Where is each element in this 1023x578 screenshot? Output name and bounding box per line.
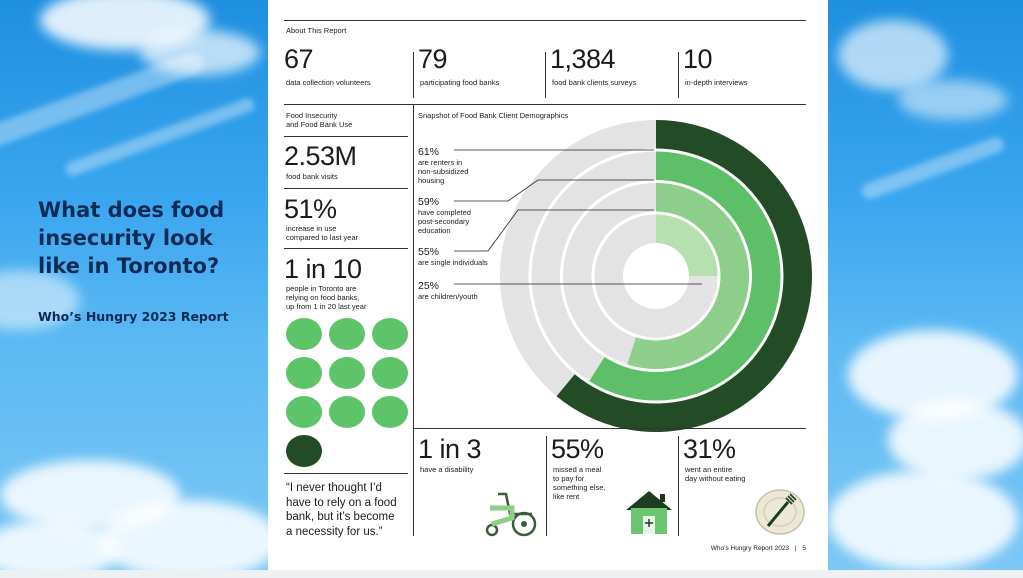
disability-label: have a disability [420,465,474,474]
children-value: 25% [418,280,440,292]
wheelchair-icon [485,492,537,537]
food-insecurity-heading-2: and Food Bank Use [286,120,353,129]
stat-interviews-label: in-depth interviews [685,78,748,87]
person-dot [329,357,365,389]
single-line-1: are single individuals [418,258,488,267]
stat-surveys-value: 1,384 [550,44,616,74]
person-dot [286,396,322,428]
person-dot [286,318,322,350]
leader-line [454,179,654,202]
page-footer: Who’s Hungry Report 2023 | 5 [711,545,806,552]
stat-foodbanks-value: 79 [418,44,448,74]
quote-line: have to rely on a food [286,496,397,509]
footer-separator: | [794,545,797,552]
report-page: About This Report 67 data collection vol… [268,0,828,570]
left-sky-background [0,0,268,570]
food-insecurity-heading-1: Food Insecurity [286,111,338,120]
visits-label: food bank visits [286,172,338,181]
ratio-label-1: people in Toronto are [286,284,357,293]
renters-line-3: housing [418,176,445,185]
slide-title: What does food insecurity look like in T… [38,198,225,278]
person-dot [286,357,322,389]
demographics-heading: Snapshot of Food Bank Client Demographic… [418,111,569,120]
stat-volunteers-value: 67 [284,44,314,74]
ratio-label-2: relying on food banks, [286,293,360,302]
no-eating-value: 31% [683,434,736,464]
leader-line [454,209,654,252]
right-sky-background [828,0,1023,570]
visits-value: 2.53M [284,141,357,171]
person-dot [329,318,365,350]
ratio-value: 1 in 10 [284,254,362,284]
person-dot [329,396,365,428]
footer-page-number: 5 [802,545,806,552]
education-line-2: post-secondary [418,217,470,226]
no-eating-line-2: day without eating [685,474,746,483]
demographics-radial-chart [454,120,812,433]
renters-line-2: non-subsidized [418,167,469,176]
missed-meal-line-4: like rent [553,492,580,501]
person-dot [372,357,408,389]
ring-segment [556,120,812,433]
plate-fork-icon [755,489,805,535]
ring-segment [656,214,718,276]
client-quote: “I never thought I’d have to rely on a f… [286,481,414,539]
no-eating-line-1: went an entire [685,465,733,474]
children-line-1: are children/youth [418,292,478,301]
person-dot [286,435,322,467]
person-dot [372,396,408,428]
education-value: 59% [418,196,440,208]
stat-volunteers-label: data collection volunteers [286,78,371,87]
ring-segment [627,183,750,370]
about-report-label: About This Report [286,26,347,35]
missed-meal-line-3: something else, [553,483,606,492]
stat-surveys-label: food bank clients surveys [552,78,637,87]
single-value: 55% [418,246,440,258]
person-dot [372,318,408,350]
house-icon [626,491,672,534]
missed-meal-line-1: missed a meal [553,465,602,474]
renters-line-1: are renters in [418,158,463,167]
education-line-3: education [418,226,451,235]
stat-foodbanks-label: participating food banks [420,78,500,87]
increase-label-2: compared to last year [286,233,359,242]
ratio-label-3: up from 1 in 20 last year [286,302,367,311]
slide-subtitle: Who’s Hungry 2023 Report [38,309,229,324]
quote-line: a necessity for us.” [286,525,383,538]
bottom-strip [0,570,1023,578]
quote-line: bank, but it’s become [286,511,395,524]
missed-meal-value: 55% [551,434,604,464]
renters-value: 61% [418,146,440,158]
stat-interviews-value: 10 [683,44,713,74]
increase-value: 51% [284,194,337,224]
ring-segment [589,151,781,401]
quote-line: “I never thought I’d [286,482,382,494]
missed-meal-line-2: to pay for [553,474,585,483]
footer-title: Who’s Hungry Report 2023 [710,545,790,552]
disability-value: 1 in 3 [418,434,482,464]
increase-label-1: increase in use [286,224,337,233]
education-line-1: have completed [418,208,471,217]
